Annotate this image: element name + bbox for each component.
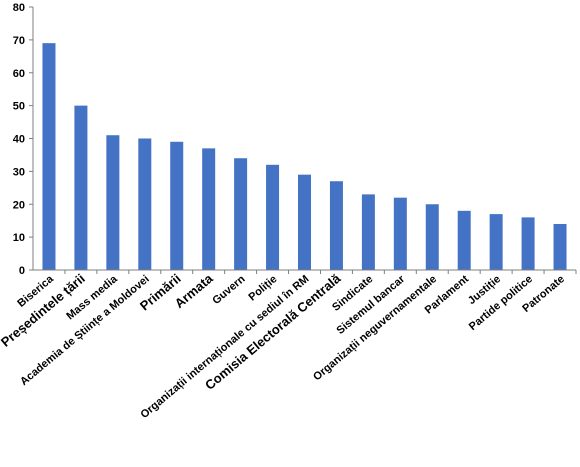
y-tick-label: 40	[13, 134, 25, 146]
bar	[329, 181, 343, 270]
bar	[553, 223, 567, 270]
bar	[521, 217, 535, 270]
y-tick-label: 20	[13, 199, 25, 211]
bar	[42, 43, 56, 270]
y-tick-label: 70	[13, 35, 25, 47]
bar	[74, 105, 88, 270]
bar	[234, 158, 248, 270]
bar	[202, 148, 216, 270]
bar	[266, 164, 280, 270]
bar	[393, 197, 407, 270]
y-tick-label: 50	[13, 101, 25, 113]
bars	[42, 43, 567, 270]
y-axis-ticks: 0 10 20 30 40 50 60 70 80	[13, 2, 33, 277]
y-tick-label: 30	[13, 166, 25, 178]
bar	[361, 194, 375, 270]
y-tick-label: 60	[13, 68, 25, 80]
bar	[425, 204, 439, 270]
bar	[457, 210, 471, 270]
bar	[170, 141, 184, 270]
bar	[298, 174, 311, 270]
bar	[138, 138, 152, 270]
y-tick-label: 10	[13, 232, 25, 244]
bar	[106, 135, 120, 270]
x-category-label: Guvern	[210, 273, 247, 307]
y-tick-label: 80	[13, 2, 25, 14]
bar	[489, 214, 503, 270]
y-tick-label: 0	[19, 265, 25, 277]
